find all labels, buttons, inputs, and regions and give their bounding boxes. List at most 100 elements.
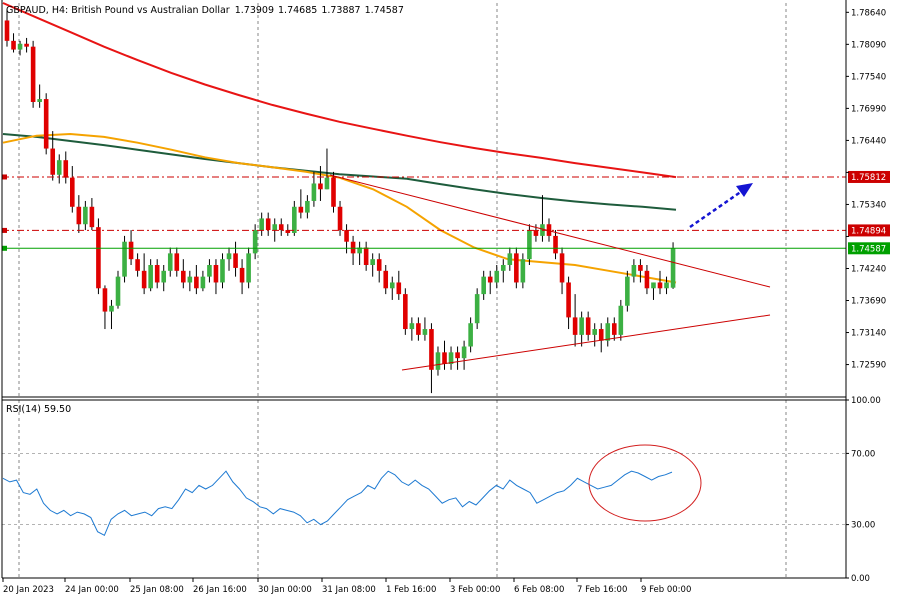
candle-body	[507, 253, 513, 265]
candle-body	[494, 270, 500, 283]
y-tick-label: 1.74240	[851, 264, 886, 274]
candle-body	[226, 253, 232, 260]
x-tick-label: 26 Jan 16:00	[193, 585, 247, 595]
axes: 1.75812 1.74894 1.74587 1.78640 1.78090 1.775…	[1, 0, 890, 595]
candle-body	[318, 183, 323, 190]
x-tick-label: 31 Jan 08:00	[322, 585, 376, 595]
candle-body	[533, 230, 539, 236]
candle-body	[233, 253, 238, 268]
chart-header: GBPAUD, H4: British Pound vs Australian Do…	[6, 5, 404, 16]
candle-body	[344, 230, 349, 242]
rsi-tick-label: 100.00	[851, 396, 881, 406]
candle-body	[187, 276, 193, 283]
header-symbol: GBPAUD	[6, 5, 46, 16]
price-tag-box	[848, 242, 890, 255]
price-tag-marker	[2, 227, 7, 233]
rsi-tick-label: 0.00	[851, 574, 870, 584]
candle-body	[500, 265, 506, 271]
candle-body	[200, 276, 206, 289]
candle-body	[664, 282, 669, 289]
rsi-line	[2, 470, 673, 536]
candle-body	[278, 224, 284, 231]
candle-body	[122, 241, 127, 277]
candle-body	[207, 265, 212, 277]
candle-body	[128, 241, 134, 260]
ascending-trendline	[401, 314, 771, 371]
candle-body	[89, 206, 95, 228]
candle-body	[259, 218, 264, 231]
y-tick-label: 1.78640	[851, 8, 886, 18]
header-description: British Pound vs Australian Dollar	[71, 5, 230, 16]
candle-body	[305, 200, 310, 213]
projection-arrow-line	[689, 189, 743, 229]
candle-body	[56, 160, 62, 175]
candle-body	[572, 317, 578, 335]
candle-body	[559, 253, 565, 283]
candle-body	[63, 160, 69, 178]
price-tag-box	[848, 224, 890, 237]
price-tag-label: 1.74587	[851, 244, 886, 254]
candle-body	[468, 323, 473, 347]
candle-body	[363, 247, 369, 265]
candle-body	[76, 206, 82, 225]
candle-body	[416, 323, 421, 335]
candle-body	[135, 259, 140, 271]
candle-body	[30, 46, 36, 102]
candle-body	[220, 259, 225, 283]
candle-body	[115, 276, 121, 306]
y-tick-label: 1.76990	[851, 104, 886, 114]
candle-body	[520, 259, 526, 283]
y-tick-label: 1.73140	[851, 329, 886, 339]
candle-body	[455, 352, 460, 359]
candle-body	[429, 329, 434, 370]
header-high: 1.74685	[278, 5, 317, 16]
x-tick-label: 30 Jan 00:00	[258, 585, 312, 595]
candle-body	[657, 282, 663, 289]
candle-body	[213, 265, 219, 283]
x-tick-label: 24 Jan 00:00	[65, 585, 119, 595]
descending-trendline	[329, 174, 771, 288]
candle-body	[403, 294, 408, 330]
candle-body	[265, 218, 271, 231]
moving-average-green	[2, 133, 677, 211]
candle-body	[644, 270, 650, 289]
candle-body	[337, 206, 343, 231]
candle-body	[651, 282, 656, 289]
candle-body	[357, 247, 362, 254]
candle-body	[670, 248, 676, 288]
candle-body	[474, 294, 480, 324]
x-tick-label: 1 Feb 16:00	[386, 585, 436, 595]
candle-body	[154, 265, 160, 283]
candle-body	[579, 317, 584, 335]
y-tick-label: 1.73690	[851, 297, 886, 307]
candle-body	[481, 276, 486, 295]
candle-body	[43, 99, 49, 149]
annotations	[2, 174, 846, 371]
candle-body	[148, 265, 153, 289]
candle-body	[487, 276, 493, 283]
x-tick-label: 7 Feb 16:00	[577, 585, 627, 595]
candle-body	[514, 253, 519, 283]
price-tag-label: 1.75812	[851, 173, 886, 183]
candle-body	[605, 323, 611, 341]
candle-body	[625, 276, 630, 306]
header-low: 1.73887	[321, 5, 360, 16]
moving-average-red	[2, 2, 677, 179]
x-tick-label: 25 Jan 08:00	[130, 585, 184, 595]
candle-body	[272, 224, 278, 231]
candle-body	[331, 177, 336, 207]
candle-body	[96, 227, 101, 289]
candle-body	[24, 43, 29, 47]
candle-body	[174, 253, 180, 271]
header-close: 1.74587	[365, 5, 404, 16]
candle-body	[631, 265, 637, 277]
price-tag-label: 1.74894	[851, 226, 886, 236]
candle-body	[442, 352, 447, 364]
rsi-panel	[2, 399, 846, 536]
price-tag-marker	[2, 245, 7, 251]
header-timeframe: H4	[52, 5, 65, 16]
candle-body	[161, 270, 167, 283]
candle-body	[298, 206, 304, 213]
